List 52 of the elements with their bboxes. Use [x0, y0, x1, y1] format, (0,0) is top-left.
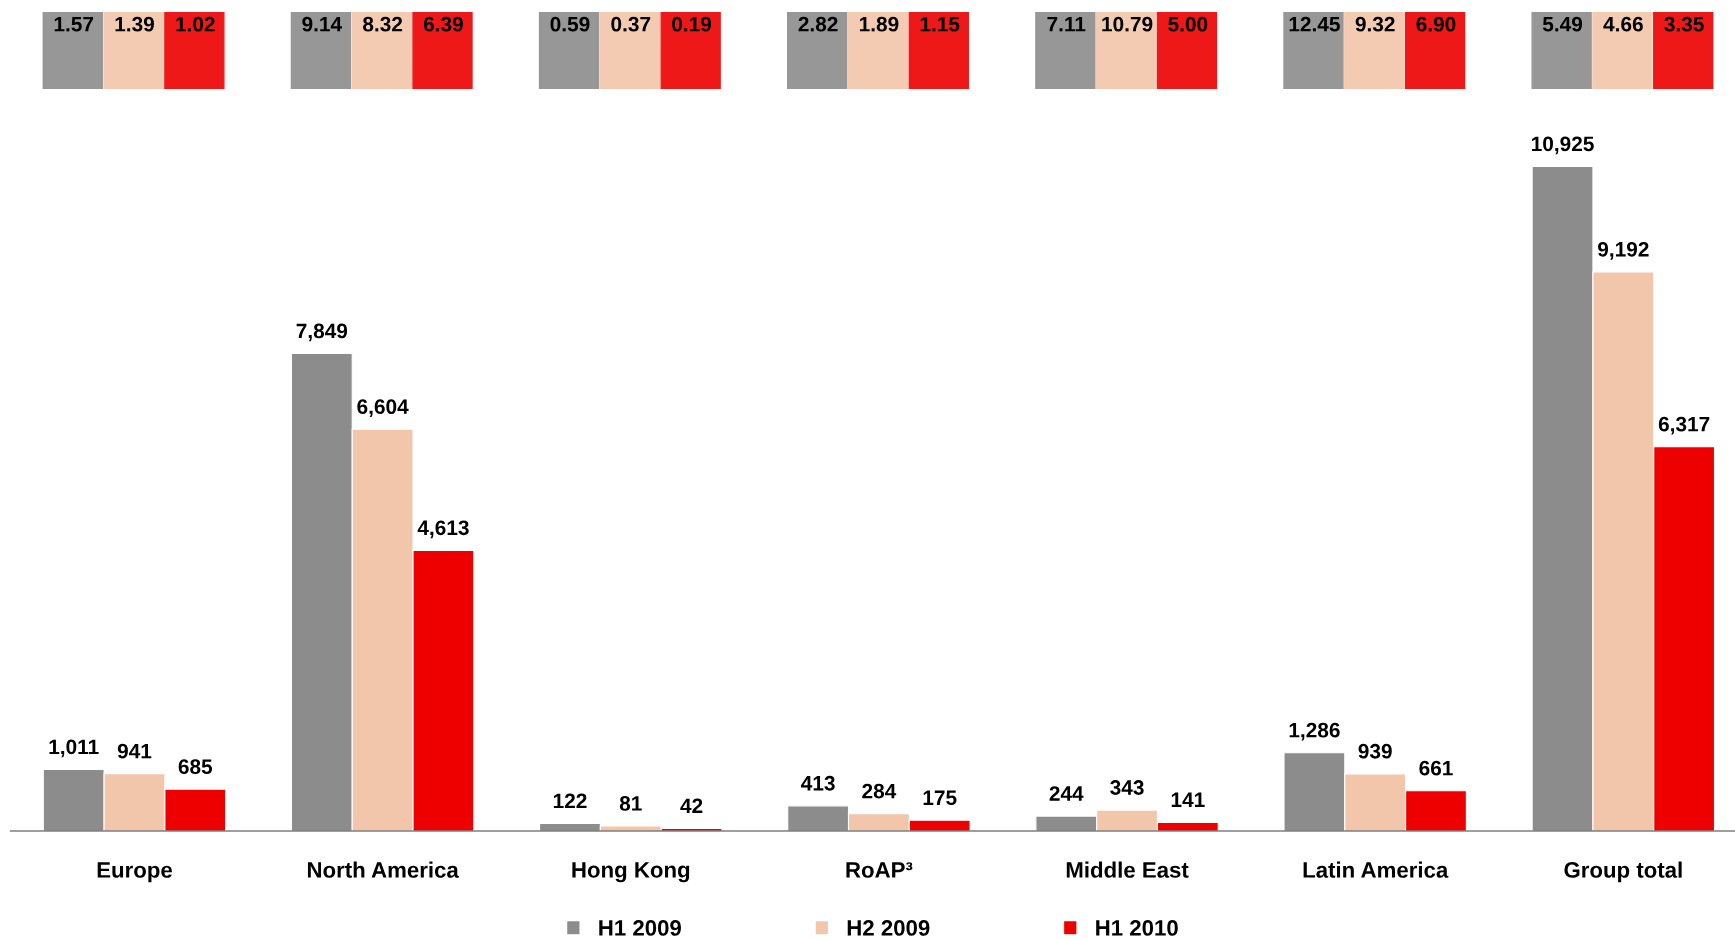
data-label: 1,011 [49, 739, 99, 758]
data-label: 9,192 [1597, 241, 1649, 260]
data-label: 6,317 [1658, 416, 1710, 435]
x-tick-label: Middle East [1066, 861, 1189, 878]
text: 1.02 [176, 16, 215, 32]
text: 10.79 [1102, 16, 1153, 32]
x-tick-label: Latin America [1303, 861, 1449, 878]
text: 0.19 [672, 16, 712, 32]
text: 1.39 [115, 16, 154, 32]
data-label: 122 [553, 793, 587, 809]
data-label: 175 [923, 790, 957, 806]
data-label: 244 [1049, 786, 1084, 801]
text: 6.39 [423, 16, 463, 32]
text: 4.66 [1603, 16, 1643, 32]
data-label: 7,849 [296, 323, 348, 342]
text: 2.82 [798, 16, 838, 32]
x-tick-label: RoAP³ [846, 862, 913, 878]
data-label: 10,925 [1532, 136, 1594, 155]
data-label: 141 [1171, 792, 1205, 807]
data-label: 413 [801, 775, 835, 791]
text: 5.00 [1168, 16, 1208, 32]
text: 0.59 [550, 16, 590, 32]
legend-label: H2 2009 [847, 920, 930, 936]
data-label: 1,286 [1289, 722, 1340, 741]
text: 12.45 [1289, 16, 1340, 32]
text: 7.11 [1047, 17, 1086, 32]
x-tick-label: Group total [1564, 861, 1682, 883]
data-label: 939 [1358, 743, 1392, 759]
text: 3.35 [1664, 16, 1704, 32]
text: 6.90 [1416, 16, 1456, 32]
data-label: 42 [680, 798, 703, 813]
data-label: 4,613 [417, 520, 469, 539]
data-label: 941 [117, 743, 152, 759]
data-label: 284 [862, 783, 897, 799]
legend-label: H1 2009 [599, 920, 681, 936]
text: 1.57 [54, 17, 94, 32]
data-label: 343 [1110, 780, 1144, 795]
text: 9.14 [302, 16, 342, 32]
x-tick-label: Hong Kong [572, 862, 690, 883]
text: 1.89 [859, 16, 899, 32]
data-label: 6,604 [357, 399, 409, 418]
legend-label: H1 2010 [1096, 920, 1178, 936]
data-label: 81 [619, 796, 642, 811]
x-tick-label: Europe [97, 862, 172, 883]
text: 8.32 [363, 16, 403, 32]
text: 5.49 [1542, 16, 1583, 32]
x-tick-label: North America [307, 861, 459, 878]
data-label: 685 [178, 759, 213, 775]
text: 1.15 [920, 17, 960, 32]
text: 9.32 [1355, 16, 1395, 32]
data-label: 661 [1419, 760, 1453, 776]
text: 0.37 [611, 16, 651, 32]
